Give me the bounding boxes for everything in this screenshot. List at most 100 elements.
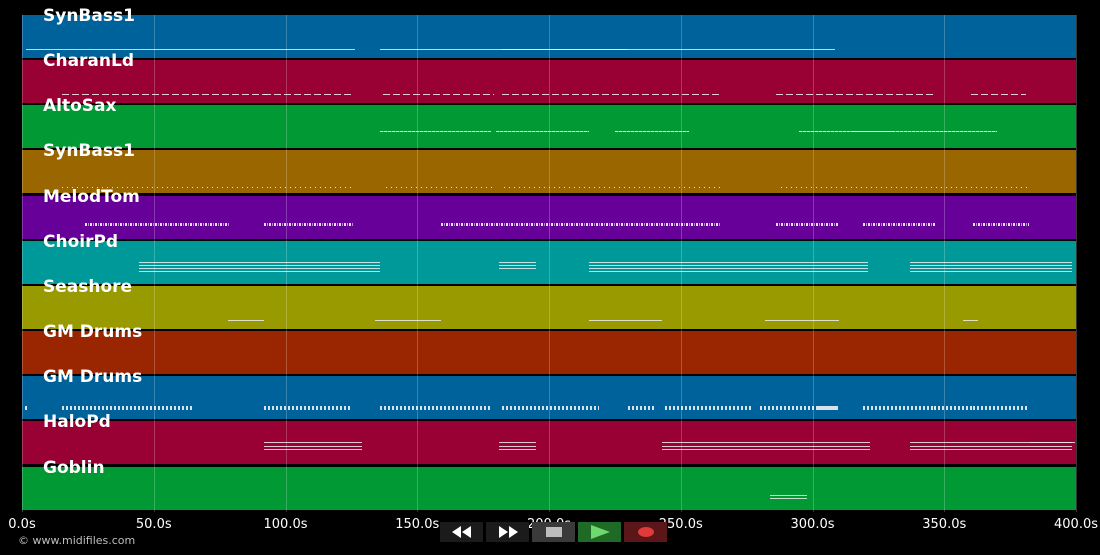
- time-tick-label: 350.0s: [922, 517, 967, 532]
- time-grid-line: [285, 15, 287, 512]
- copyright-notice: © www.midifiles.com: [18, 534, 136, 547]
- track-lane[interactable]: [22, 285, 1076, 329]
- note-segment: [662, 445, 871, 447]
- track-name-label: ChoirPd: [43, 231, 119, 252]
- note-segment: [909, 271, 1073, 273]
- track-lane[interactable]: [22, 421, 1076, 465]
- record-icon: [636, 526, 656, 538]
- time-tick-label: 50.0s: [135, 517, 172, 532]
- note-segment: [25, 49, 356, 50]
- note-segment: [385, 187, 497, 189]
- track-name-label: GM Drums: [43, 367, 143, 388]
- note-segment: [501, 406, 600, 411]
- rewind-button[interactable]: [440, 522, 483, 542]
- note-segment: [1029, 442, 1075, 444]
- transport-controls: [440, 522, 667, 542]
- note-segment: [264, 445, 362, 447]
- track-lanes[interactable]: SynBass1 CharanLd AltoSax SynBass1 MelodTom C…: [22, 6, 1077, 512]
- note-segment: [382, 94, 494, 96]
- note-segment: [862, 406, 937, 411]
- time-tick-label: 250.0s: [658, 517, 703, 532]
- track-name-label: SynBass1: [43, 141, 135, 162]
- track-lane[interactable]: [22, 331, 1076, 375]
- note-segment: [759, 406, 839, 411]
- track-lane[interactable]: [22, 376, 1076, 420]
- note-segment: [973, 222, 1029, 226]
- note-segment: [662, 448, 871, 450]
- note-segment: [765, 319, 839, 321]
- note-segment: [614, 131, 689, 133]
- note-segment: [498, 268, 536, 270]
- note-segment: [61, 187, 270, 189]
- note-segment: [264, 448, 362, 450]
- note-segment: [139, 268, 381, 270]
- note-segment: [61, 94, 268, 96]
- time-tick-label: 150.0s: [395, 517, 440, 532]
- track-lane[interactable]: [22, 240, 1076, 284]
- time-grid-line: [417, 15, 419, 512]
- note-segment: [886, 187, 1032, 189]
- note-segment: [264, 222, 354, 226]
- track-lane[interactable]: [22, 60, 1076, 104]
- note-segment: [664, 406, 752, 411]
- note-segment: [498, 261, 536, 263]
- note-segment: [588, 268, 868, 270]
- note-segment: [852, 131, 997, 133]
- note-segment: [770, 498, 808, 499]
- note-segment: [139, 271, 381, 273]
- time-grid-line: [812, 15, 814, 512]
- record-button[interactable]: [624, 522, 667, 542]
- note-segment: [375, 319, 441, 321]
- time-grid-line: [944, 15, 946, 512]
- note-segment: [498, 264, 536, 266]
- time-grid-line: [153, 15, 155, 512]
- note-segment: [909, 442, 1073, 444]
- note-segment: [501, 49, 835, 50]
- note-segment: [909, 261, 1073, 263]
- note-segment: [264, 406, 352, 411]
- track-lane[interactable]: [22, 195, 1076, 239]
- note-segment: [662, 442, 871, 444]
- play-button[interactable]: [578, 522, 621, 542]
- note-segment: [970, 94, 1026, 96]
- track-lane[interactable]: [22, 15, 1076, 58]
- note-segment: [775, 94, 934, 96]
- note-segment: [799, 131, 895, 133]
- note-segment: [588, 264, 868, 266]
- time-grid-line: [549, 15, 550, 512]
- track-name-label: CharanLd: [43, 51, 135, 72]
- note-segment: [628, 406, 655, 411]
- track-name-label: Seashore: [43, 276, 133, 297]
- note-segment: [501, 94, 721, 96]
- note-segment: [973, 406, 1029, 411]
- stop-button[interactable]: [532, 522, 575, 542]
- note-segment: [962, 319, 979, 321]
- rewind-icon: [451, 526, 473, 538]
- time-tick-label: 300.0s: [790, 517, 835, 532]
- time-tick-label: 400.0s: [1054, 517, 1098, 532]
- track-lane[interactable]: [22, 150, 1076, 194]
- note-segment: [504, 187, 721, 189]
- track-name-label: MelodTom: [43, 186, 140, 207]
- note-segment: [227, 319, 265, 321]
- time-grid-line: [22, 15, 23, 512]
- track-lane[interactable]: [22, 466, 1076, 510]
- note-segment: [588, 319, 663, 321]
- track-name-label: AltoSax: [43, 96, 117, 117]
- fast-forward-icon: [497, 526, 519, 538]
- note-segment: [440, 222, 721, 226]
- fast-forward-button[interactable]: [486, 522, 529, 542]
- track-lane[interactable]: [22, 105, 1076, 149]
- note-segment: [61, 406, 194, 411]
- track-name-label: GM Drums: [43, 322, 143, 343]
- note-segment: [498, 442, 536, 444]
- track-name-label: HaloPd: [43, 412, 111, 433]
- note-segment: [264, 442, 362, 444]
- note-segment: [498, 445, 536, 447]
- note-segment: [909, 445, 1073, 447]
- note-segment: [780, 187, 887, 189]
- note-segment: [862, 222, 937, 226]
- stop-icon: [545, 526, 563, 538]
- note-segment: [85, 222, 231, 226]
